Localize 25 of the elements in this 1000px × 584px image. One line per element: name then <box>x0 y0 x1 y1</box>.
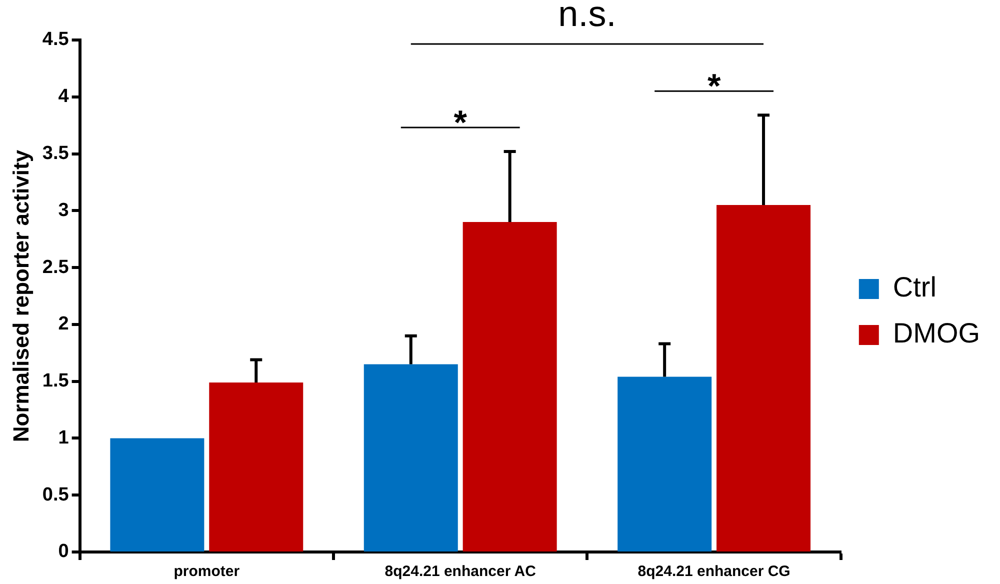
y-tick-label: 4.5 <box>42 29 70 50</box>
y-tick-label: 4 <box>58 86 70 108</box>
legend-label: DMOG <box>892 318 980 349</box>
bar <box>209 382 304 552</box>
y-axis-title: Normalised reporter activity <box>8 149 34 442</box>
legend-label: Ctrl <box>892 272 936 303</box>
y-tick-label: 0 <box>58 541 69 562</box>
x-tick-label: promoter <box>174 563 240 580</box>
y-tick-label: 1.5 <box>42 370 70 392</box>
y-tick-label: 2 <box>58 314 69 335</box>
text: n.s. <box>558 0 616 34</box>
y-tick-label: 1 <box>58 427 70 448</box>
bar <box>364 364 458 552</box>
y-tick-label: 2.5 <box>42 256 70 278</box>
bar <box>618 376 712 552</box>
bar <box>716 204 811 552</box>
annotation: * <box>707 67 722 106</box>
y-tick-label: 0.5 <box>42 484 70 506</box>
y-tick-label: 3 <box>58 200 69 221</box>
x-tick-label: 8q24.21 enhancer CG <box>638 563 790 580</box>
y-tick-label: 3.5 <box>42 143 70 164</box>
bar <box>110 438 204 552</box>
annotation: * <box>454 104 468 142</box>
bar <box>462 222 557 552</box>
x-tick-label: 8q24.21 enhancer AC <box>384 563 536 580</box>
